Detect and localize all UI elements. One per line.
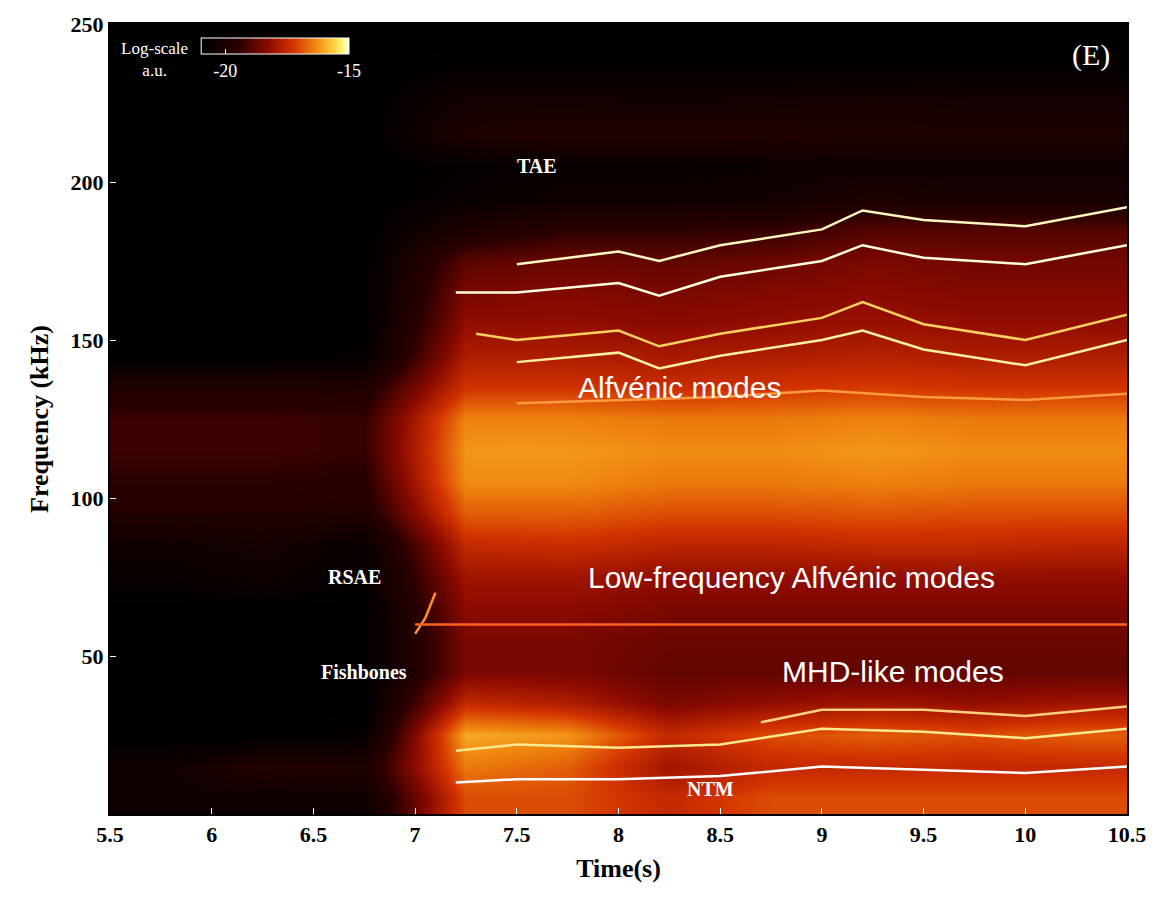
svg-text:8.5: 8.5 xyxy=(706,822,734,847)
svg-text:MHD-like modes: MHD-like modes xyxy=(782,655,1004,688)
svg-text:-15: -15 xyxy=(337,61,361,81)
svg-text:250: 250 xyxy=(71,12,104,37)
svg-text:9: 9 xyxy=(816,822,827,847)
svg-text:200: 200 xyxy=(71,170,104,195)
svg-text:NTM: NTM xyxy=(687,778,734,800)
svg-text:100: 100 xyxy=(71,486,104,511)
svg-text:Fishbones: Fishbones xyxy=(321,661,407,683)
svg-text:RSAE: RSAE xyxy=(328,566,381,588)
svg-text:TAE: TAE xyxy=(517,155,557,177)
svg-text:10: 10 xyxy=(1014,822,1036,847)
svg-text:6.5: 6.5 xyxy=(300,822,328,847)
svg-text:5.5: 5.5 xyxy=(96,822,124,847)
svg-text:8: 8 xyxy=(613,822,624,847)
svg-text:(E): (E) xyxy=(1072,38,1110,72)
svg-text:Frequency (kHz): Frequency (kHz) xyxy=(25,325,54,513)
svg-text:Log-scalea.u.: Log-scalea.u. xyxy=(121,39,188,80)
svg-text:50: 50 xyxy=(82,644,104,669)
svg-text:7.5: 7.5 xyxy=(503,822,531,847)
svg-text:6: 6 xyxy=(206,822,217,847)
svg-text:-20: -20 xyxy=(213,61,237,81)
svg-text:7: 7 xyxy=(410,822,421,847)
svg-text:150: 150 xyxy=(71,328,104,353)
svg-text:9.5: 9.5 xyxy=(910,822,938,847)
svg-text:Time(s): Time(s) xyxy=(576,854,661,883)
svg-text:10.5: 10.5 xyxy=(1108,822,1147,847)
svg-text:Alfvénic modes: Alfvénic modes xyxy=(578,371,781,404)
svg-text:Low-frequency Alfvénic modes: Low-frequency Alfvénic modes xyxy=(588,561,995,594)
